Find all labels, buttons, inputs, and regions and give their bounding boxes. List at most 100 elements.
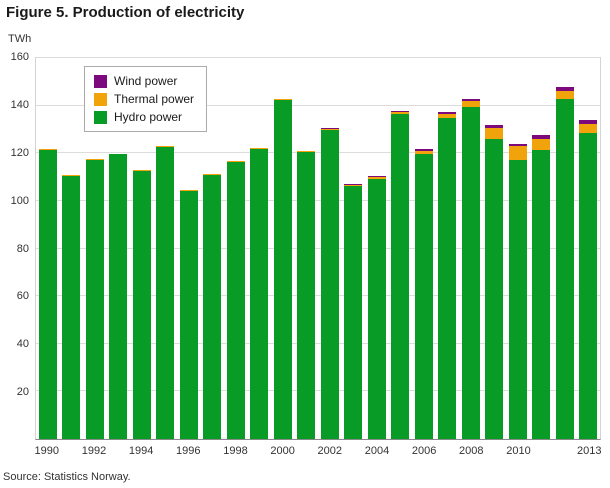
x-tick-label-2010: 2010 (506, 445, 531, 457)
hydro-power-segment (156, 147, 175, 439)
hydro-power-segment (344, 186, 363, 439)
bar-1990 (38, 58, 57, 439)
bar-1999 (250, 58, 269, 439)
thermal-power-segment (438, 113, 457, 119)
x-tick-label-2006: 2006 (411, 445, 437, 457)
y-tick-label: 140 (10, 98, 29, 111)
legend-item-hydro-power: Hydro power (94, 110, 194, 124)
thermal-power-segment (508, 146, 527, 160)
hydro-power-segment (438, 118, 457, 439)
thermal-power-segment (179, 189, 198, 191)
thermal-power-segment (132, 169, 151, 171)
y-tick-label: 120 (10, 146, 29, 159)
thermal-power-segment (320, 128, 339, 130)
thermal-power-segment (579, 124, 598, 133)
wind-power-segment (414, 149, 433, 151)
bar-2012 (555, 58, 574, 439)
bar-2002 (320, 58, 339, 439)
hydro-power-segment (297, 151, 316, 439)
hydro-power-segment (461, 106, 480, 439)
thermal-power-segment (367, 176, 386, 179)
y-tick-label: 80 (16, 242, 29, 255)
y-tick-label: 160 (10, 51, 29, 63)
thermal-power-segment (461, 101, 480, 107)
bar-2009 (485, 58, 504, 439)
thermal-power-segment (344, 184, 363, 187)
gridline (36, 104, 600, 106)
thermal-power-segment (297, 150, 316, 152)
hydro-power-segment (109, 154, 128, 439)
gridline (36, 199, 600, 201)
bar-2004 (367, 58, 386, 439)
thermal-power-segment (203, 173, 222, 175)
hydro-power-segment (367, 178, 386, 439)
plot-area: Wind power Thermal power Hydro power (35, 57, 601, 440)
source-note: Source: Statistics Norway. (3, 471, 131, 483)
hydro-power-segment (273, 100, 292, 439)
hydro-power-segment (555, 98, 574, 439)
hydro-power-segment (203, 174, 222, 439)
y-tick-label: 60 (16, 290, 29, 303)
figure-title: Figure 5. Production of electricity (6, 4, 245, 21)
bar-1998 (226, 58, 245, 439)
wind-power-segment (391, 110, 410, 112)
bar-1996 (179, 58, 198, 439)
wind-power-segment (508, 144, 527, 147)
legend-swatch-icon (94, 74, 107, 88)
x-tick-label-1992: 1992 (81, 445, 107, 457)
thermal-power-segment (109, 153, 128, 155)
bar-2007 (438, 58, 457, 439)
hydro-power-segment (391, 113, 410, 439)
bar-1991 (62, 58, 81, 439)
legend-label: Hydro power (114, 110, 183, 124)
hydro-power-segment (62, 175, 81, 439)
x-tick-label-1996: 1996 (176, 445, 201, 457)
x-tick-label-2000: 2000 (270, 445, 295, 457)
gridline (36, 342, 600, 344)
gridline (36, 57, 600, 58)
hydro-power-segment (414, 153, 433, 439)
wind-power-segment (367, 175, 386, 177)
gridline (36, 152, 600, 154)
thermal-power-segment (273, 99, 292, 101)
gridline (36, 247, 600, 249)
y-axis-unit-label: TWh (8, 33, 32, 45)
legend: Wind power Thermal power Hydro power (84, 66, 208, 132)
bar-2005 (391, 58, 410, 439)
thermal-power-segment (156, 146, 175, 148)
wind-power-segment (532, 135, 551, 139)
x-tick-label-1994: 1994 (128, 445, 154, 457)
bar-2013 (579, 58, 598, 439)
gridline (36, 295, 600, 297)
x-tick-label-1990: 1990 (34, 445, 60, 457)
wind-power-segment (579, 119, 598, 125)
thermal-power-segment (485, 127, 504, 139)
x-tick-label-2008: 2008 (459, 445, 484, 457)
hydro-power-segment (532, 149, 551, 439)
thermal-power-segment (532, 138, 551, 150)
y-tick-label: 20 (16, 386, 29, 399)
thermal-power-segment (38, 149, 57, 150)
legend-item-thermal-power: Thermal power (94, 92, 194, 106)
x-tick-label-2004: 2004 (364, 445, 390, 457)
thermal-power-segment (555, 90, 574, 99)
bar-2008 (461, 58, 480, 439)
hydro-power-segment (508, 159, 527, 439)
hydro-power-segment (485, 138, 504, 439)
wind-power-segment (485, 125, 504, 128)
thermal-power-segment (250, 147, 269, 149)
hydro-power-segment (320, 129, 339, 439)
hydro-power-segment (579, 132, 598, 439)
legend-label: Thermal power (114, 92, 195, 106)
thermal-power-segment (85, 159, 104, 161)
y-tick-label: 100 (10, 194, 29, 207)
bar-2001 (297, 58, 316, 439)
legend-swatch-icon (94, 110, 107, 124)
hydro-power-segment (85, 160, 104, 439)
hydro-power-segment (132, 170, 151, 439)
legend-label: Wind power (114, 74, 178, 88)
gridline (36, 390, 600, 392)
x-tick-label-2013: 2013 (576, 445, 602, 457)
bar-1992 (85, 58, 104, 439)
